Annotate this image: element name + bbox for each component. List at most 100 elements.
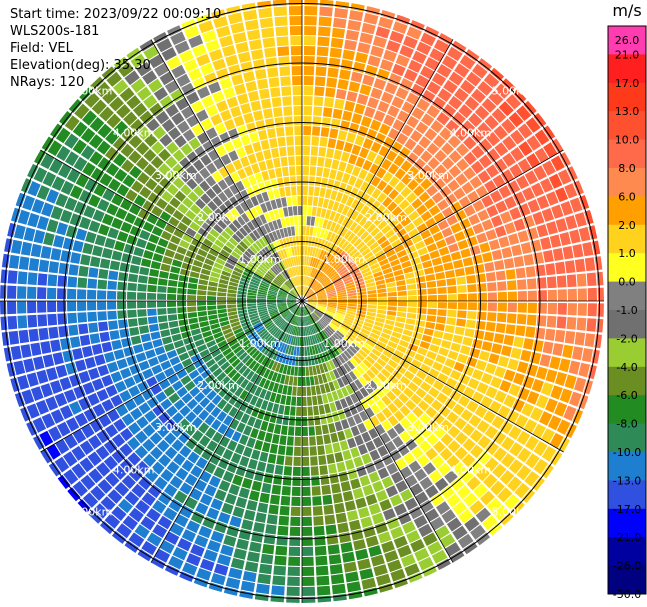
velocity-gate [18, 256, 30, 270]
velocity-gate [66, 96, 82, 113]
velocity-gate [47, 287, 57, 299]
velocity-gate [97, 198, 110, 212]
velocity-gate [447, 425, 461, 439]
velocity-gate [479, 242, 491, 253]
velocity-gate [109, 96, 124, 112]
velocity-gate [254, 255, 263, 264]
velocity-gate [422, 532, 438, 546]
velocity-gate [160, 360, 172, 371]
velocity-gate [268, 288, 278, 293]
velocity-gate [304, 306, 308, 315]
velocity-gate [320, 331, 327, 340]
velocity-gate [217, 234, 228, 244]
velocity-gate [257, 78, 269, 90]
velocity-gate [185, 342, 196, 351]
velocity-gate [292, 86, 302, 96]
velocity-gate [316, 291, 326, 296]
velocity-gate [302, 286, 304, 295]
velocity-gate [411, 234, 423, 244]
velocity-gate [159, 211, 172, 222]
velocity-gate [229, 184, 239, 195]
velocity-gate [142, 424, 156, 437]
velocity-gate [154, 62, 169, 77]
velocity-gate [488, 522, 505, 538]
velocity-gate [174, 514, 189, 528]
velocity-gate [344, 184, 353, 195]
velocity-gate [355, 156, 365, 168]
velocity-gate [341, 375, 349, 386]
velocity-gate [309, 436, 316, 446]
velocity-gate [392, 223, 404, 233]
velocity-gate [343, 243, 353, 252]
velocity-gate [395, 480, 408, 493]
velocity-gate [181, 529, 196, 543]
velocity-gate [88, 367, 100, 380]
velocity-gate [359, 264, 369, 271]
velocity-gate [391, 96, 405, 109]
velocity-gate [188, 244, 199, 253]
velocity-gate [92, 245, 103, 257]
colorbar-tick-label: 2.0 [618, 219, 636, 232]
velocity-gate [27, 212, 40, 228]
velocity-gate [239, 434, 249, 446]
velocity-gate [279, 260, 286, 270]
velocity-gate [399, 45, 414, 58]
velocity-gate [536, 195, 550, 210]
velocity-gate [361, 248, 371, 257]
velocity-gate [113, 120, 129, 135]
velocity-gate [399, 430, 411, 443]
velocity-gate [412, 216, 424, 227]
velocity-gate [261, 280, 270, 287]
velocity-gate [182, 129, 196, 142]
velocity-gate [476, 232, 488, 244]
velocity-gate [197, 380, 208, 391]
velocity-gate [261, 331, 270, 340]
velocity-gate [285, 126, 294, 136]
velocity-gate [176, 246, 187, 255]
velocity-gate [355, 548, 369, 561]
velocity-gate [155, 391, 167, 403]
velocity-gate [214, 521, 228, 534]
velocity-gate [221, 215, 232, 226]
velocity-gate [323, 314, 333, 321]
velocity-gate [189, 221, 201, 232]
velocity-gate [424, 375, 436, 386]
velocity-gate [279, 228, 285, 239]
velocity-gate [265, 57, 278, 68]
velocity-gate [256, 193, 264, 204]
velocity-gate [470, 524, 486, 540]
velocity-gate [226, 96, 239, 109]
velocity-gate [424, 198, 436, 210]
velocity-gate [474, 264, 485, 274]
velocity-gate [228, 285, 238, 291]
velocity-gate [287, 296, 297, 300]
velocity-gate [456, 318, 466, 327]
velocity-gate [277, 302, 287, 305]
velocity-gate [337, 305, 347, 308]
velocity-gate [439, 447, 453, 461]
velocity-gate [334, 332, 343, 340]
velocity-gate [536, 224, 549, 238]
velocity-gate [277, 275, 285, 283]
velocity-gate [135, 460, 150, 475]
velocity-gate [402, 354, 413, 364]
velocity-gate [220, 230, 231, 240]
range-ring-label: 3.00km [407, 421, 449, 434]
velocity-gate [176, 73, 191, 87]
colorbar-swatch [608, 423, 646, 453]
velocity-gate [118, 272, 129, 282]
velocity-gate [356, 313, 366, 318]
velocity-gate [338, 266, 347, 274]
velocity-gate [259, 492, 270, 504]
velocity-gate [326, 290, 336, 295]
velocity-gate [441, 254, 452, 264]
velocity-gate [220, 544, 234, 557]
velocity-gate [255, 364, 264, 375]
velocity-gate [358, 376, 368, 386]
velocity-gate [488, 353, 500, 365]
velocity-gate [317, 36, 330, 47]
velocity-gate [268, 210, 276, 221]
velocity-gate [443, 262, 454, 271]
velocity-gate [355, 315, 365, 322]
velocity-gate [159, 270, 169, 279]
